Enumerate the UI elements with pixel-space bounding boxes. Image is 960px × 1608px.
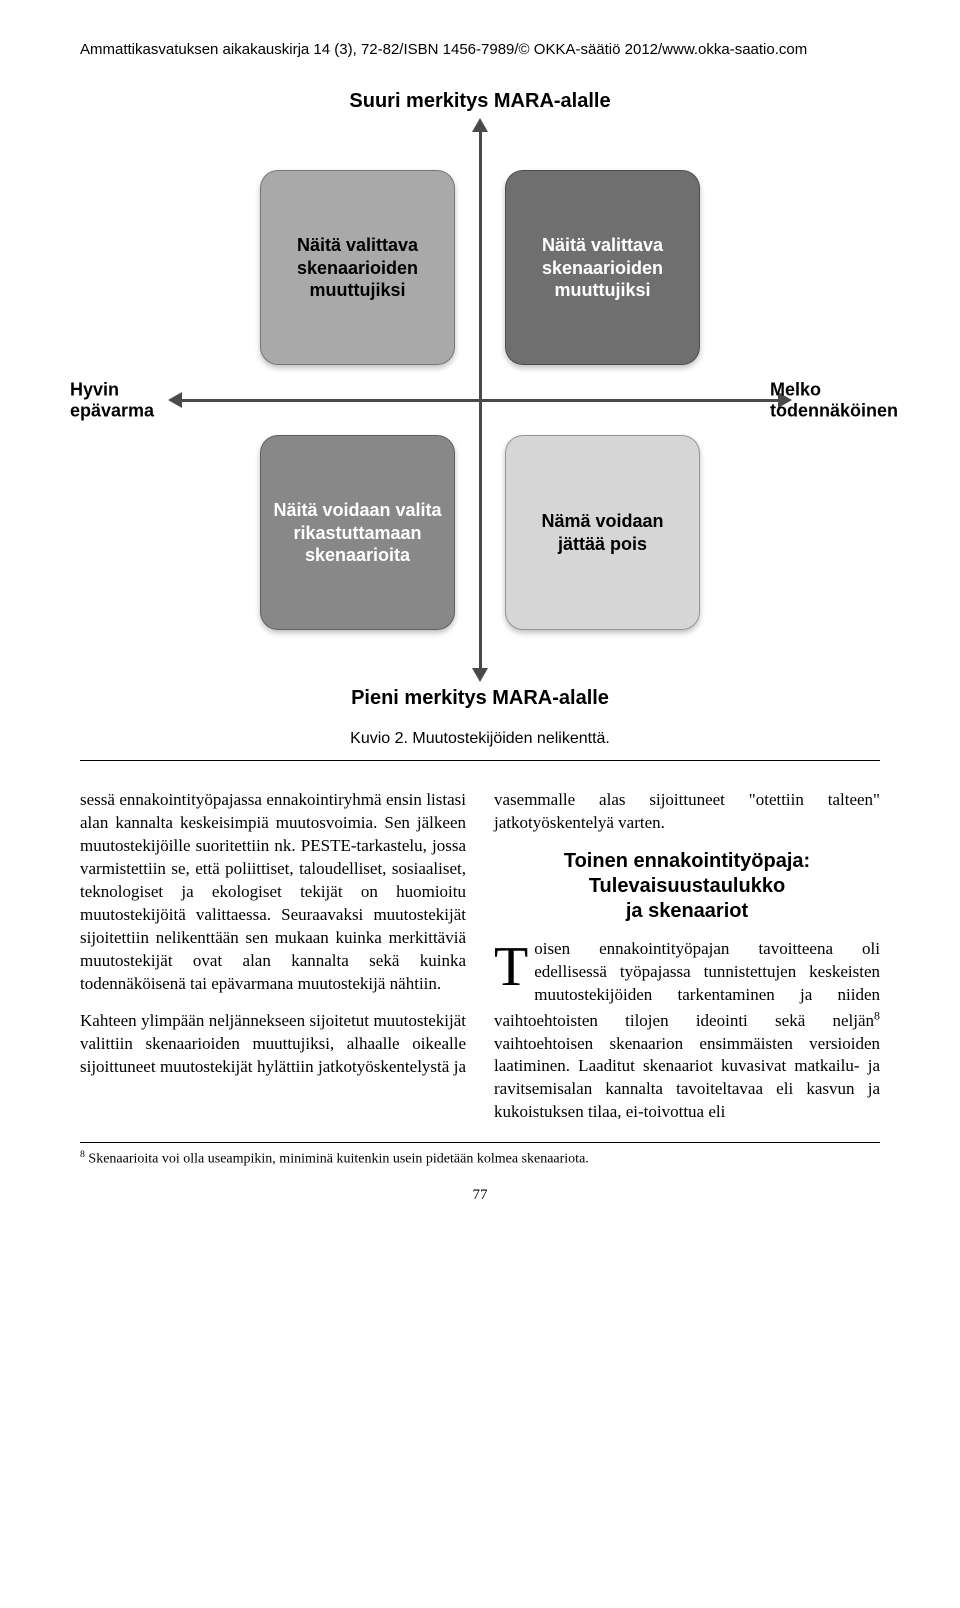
footnote: 8 Skenaarioita voi olla useampikin, mini… <box>80 1149 880 1169</box>
dropcap: T <box>494 938 534 992</box>
quadrant-bottom-right: Nämä voidaan jättää pois <box>505 435 700 630</box>
body-paragraph: sessä ennakointityöpajassa ennakointiryh… <box>80 789 466 995</box>
subhead-line: ja skenaariot <box>626 900 748 922</box>
x-axis-label-left: Hyvin epävarma <box>70 380 180 421</box>
figure-caption: Kuvio 2. Muutostekijöiden nelikenttä. <box>80 730 880 748</box>
page: Ammattikasvatuksen aikakauskirja 14 (3),… <box>0 0 960 1244</box>
header-citation: Ammattikasvatuksen aikakauskirja 14 (3),… <box>80 40 880 60</box>
page-number: 77 <box>80 1187 880 1204</box>
body-text: oisen ennakointityöpajan tavoitteena oli… <box>494 939 880 1121</box>
arrow-up-icon <box>472 118 488 132</box>
axis-horizontal <box>180 399 780 402</box>
subhead-line: Tulevaisuustaulukko <box>589 875 785 897</box>
quadrant-top-left: Näitä valittava skenaarioiden muuttujiks… <box>260 170 455 365</box>
body-paragraph: Toisen ennakointityöpajan tavoitteena ol… <box>494 938 880 1124</box>
footnote-rule <box>80 1142 880 1143</box>
diagram-title-bottom: Pieni merkitys MARA-alalle <box>120 687 840 710</box>
section-subheading: Toinen ennakointityöpaja: Tulevaisuustau… <box>494 849 880 924</box>
quadrant-bottom-left: Näitä voidaan valita rikastuttamaan sken… <box>260 435 455 630</box>
arrow-down-icon <box>472 668 488 682</box>
diagram-title-top: Suuri merkitys MARA-alalle <box>120 90 840 113</box>
quadrant-diagram: Suuri merkitys MARA-alalle Hyvin epävarm… <box>120 90 840 710</box>
footnote-marker: 8 <box>80 1149 85 1160</box>
footnote-text: Skenaarioita voi olla useampikin, minimi… <box>88 1152 588 1167</box>
quadrant-top-right: Näitä valittava skenaarioiden muuttujiks… <box>505 170 700 365</box>
caption-rule <box>80 760 880 761</box>
diagram-container: Suuri merkitys MARA-alalle Hyvin epävarm… <box>80 90 880 710</box>
body-columns: sessä ennakointityöpajassa ennakointiryh… <box>80 789 880 1124</box>
subhead-line: Toinen ennakointityöpaja: <box>564 850 810 872</box>
x-axis-label-right: Melko todennäköinen <box>770 380 910 421</box>
